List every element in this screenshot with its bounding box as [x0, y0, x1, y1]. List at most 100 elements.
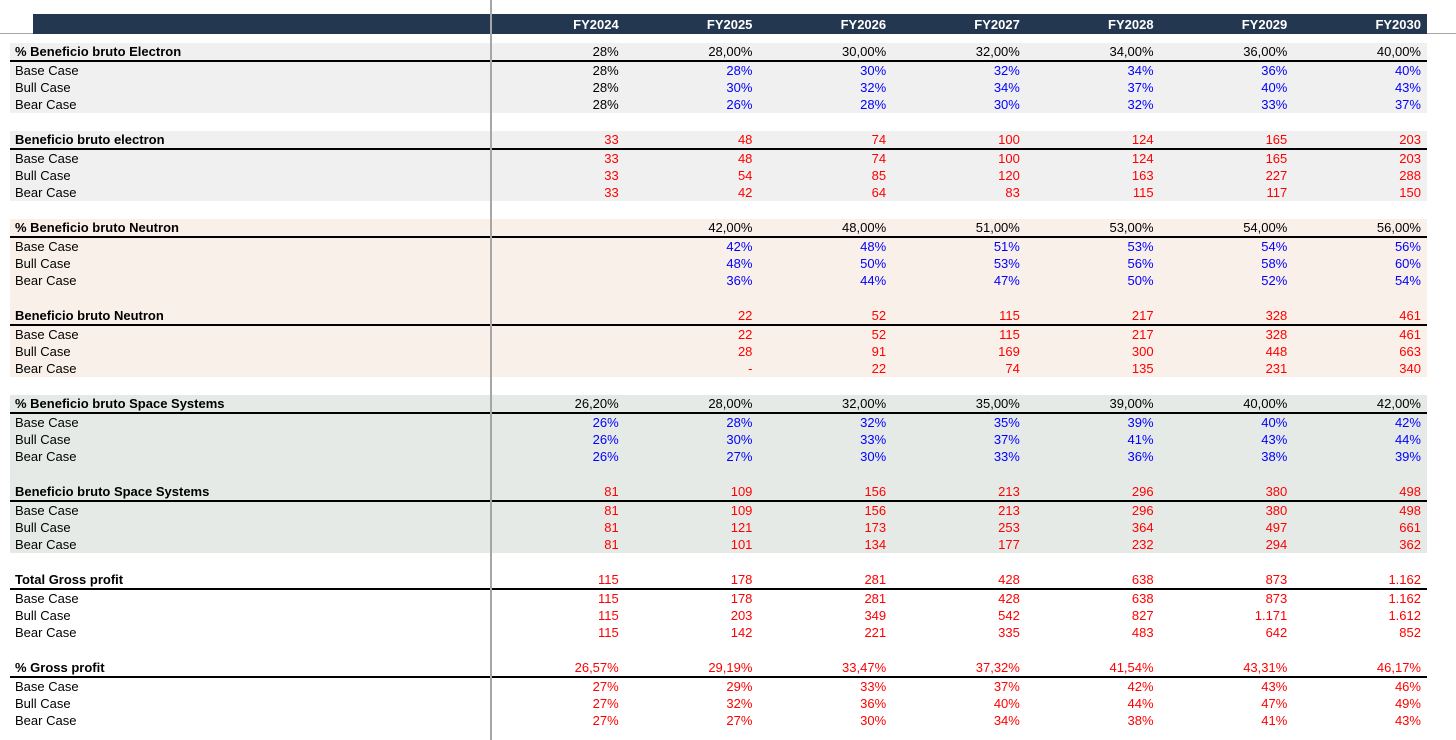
- value-cell[interactable]: 364: [1131, 520, 1154, 535]
- value-cell[interactable]: 30,00%: [842, 44, 887, 59]
- value-cell[interactable]: 40%: [993, 696, 1020, 711]
- value-cell[interactable]: 39,00%: [1109, 396, 1154, 411]
- value-cell[interactable]: 52: [871, 308, 887, 323]
- value-cell[interactable]: 34,00%: [1109, 44, 1154, 59]
- value-cell[interactable]: 81: [604, 503, 619, 518]
- value-cell[interactable]: 117: [1266, 185, 1288, 200]
- value-cell[interactable]: 35,00%: [975, 396, 1020, 411]
- value-cell[interactable]: 1.612: [1388, 608, 1421, 623]
- value-cell[interactable]: 42: [737, 185, 753, 200]
- case-label[interactable]: Bear Case: [15, 185, 77, 200]
- value-cell[interactable]: 85: [871, 168, 887, 183]
- value-cell[interactable]: 231: [1265, 361, 1288, 376]
- value-cell[interactable]: 44%: [1394, 432, 1421, 447]
- value-cell[interactable]: 203: [1399, 151, 1421, 166]
- case-label[interactable]: Bear Case: [15, 713, 77, 728]
- value-cell[interactable]: 115: [999, 327, 1020, 342]
- value-cell[interactable]: 43,31%: [1243, 660, 1288, 675]
- value-cell[interactable]: 36%: [860, 696, 887, 711]
- value-cell[interactable]: 221: [864, 625, 887, 640]
- value-cell[interactable]: 253: [998, 520, 1020, 535]
- value-cell[interactable]: 28%: [592, 97, 619, 112]
- value-cell[interactable]: 852: [1399, 625, 1421, 640]
- value-cell[interactable]: 49%: [1394, 696, 1421, 711]
- value-cell[interactable]: 81: [604, 520, 619, 535]
- case-label[interactable]: Base Case: [15, 591, 79, 606]
- value-cell[interactable]: 41,54%: [1109, 660, 1154, 675]
- value-cell[interactable]: 32%: [860, 80, 887, 95]
- value-cell[interactable]: 37%: [1127, 80, 1154, 95]
- value-cell[interactable]: 51,00%: [975, 220, 1020, 235]
- value-cell[interactable]: 380: [1265, 503, 1288, 518]
- value-cell[interactable]: 448: [1265, 344, 1288, 359]
- value-cell[interactable]: 41%: [1127, 432, 1154, 447]
- value-cell[interactable]: 42%: [726, 239, 753, 254]
- value-cell[interactable]: 109: [730, 503, 753, 518]
- case-label[interactable]: Base Case: [15, 327, 79, 342]
- value-cell[interactable]: 43%: [1394, 80, 1421, 95]
- value-cell[interactable]: 32%: [993, 63, 1020, 78]
- value-cell[interactable]: 41%: [1261, 713, 1288, 728]
- value-cell[interactable]: 638: [1131, 572, 1154, 587]
- column-header-fy2028[interactable]: FY2028: [1108, 16, 1154, 32]
- value-cell[interactable]: 28%: [726, 415, 753, 430]
- value-cell[interactable]: 827: [1131, 608, 1154, 623]
- value-cell[interactable]: 296: [1131, 503, 1154, 518]
- value-cell[interactable]: 663: [1399, 344, 1421, 359]
- value-cell[interactable]: 178: [730, 572, 753, 587]
- value-cell[interactable]: 37%: [1394, 97, 1421, 112]
- value-cell[interactable]: 48%: [860, 239, 887, 254]
- value-cell[interactable]: 42%: [1127, 679, 1154, 694]
- column-header-fy2026[interactable]: FY2026: [840, 16, 887, 32]
- value-cell[interactable]: 27%: [592, 679, 619, 694]
- value-cell[interactable]: 32%: [860, 415, 887, 430]
- value-cell[interactable]: 100: [998, 151, 1020, 166]
- column-header-fy2024[interactable]: FY2024: [573, 16, 619, 32]
- value-cell[interactable]: 165: [1265, 151, 1288, 166]
- value-cell[interactable]: 54%: [1261, 239, 1288, 254]
- section-title[interactable]: Total Gross profit: [15, 572, 124, 587]
- value-cell[interactable]: 26%: [726, 97, 753, 112]
- value-cell[interactable]: 109: [730, 484, 753, 499]
- section-title[interactable]: Beneficio bruto electron: [15, 132, 165, 147]
- value-cell[interactable]: 124: [1131, 132, 1154, 147]
- value-cell[interactable]: 54,00%: [1243, 220, 1288, 235]
- value-cell[interactable]: 115: [597, 625, 619, 640]
- value-cell[interactable]: 53,00%: [1109, 220, 1154, 235]
- value-cell[interactable]: 22: [871, 361, 887, 376]
- value-cell[interactable]: 115: [597, 572, 619, 587]
- value-cell[interactable]: 37%: [993, 679, 1020, 694]
- section-title[interactable]: % Beneficio bruto Electron: [15, 44, 182, 59]
- value-cell[interactable]: 30%: [860, 63, 887, 78]
- value-cell[interactable]: 150: [1399, 185, 1421, 200]
- value-cell[interactable]: 33: [604, 151, 619, 166]
- value-cell[interactable]: 29%: [726, 679, 753, 694]
- value-cell[interactable]: 498: [1399, 503, 1421, 518]
- value-cell[interactable]: 461: [1399, 327, 1421, 342]
- value-cell[interactable]: 142: [730, 625, 753, 640]
- case-label[interactable]: Bull Case: [15, 344, 71, 359]
- value-cell[interactable]: 134: [864, 537, 887, 552]
- value-cell[interactable]: 39%: [1394, 449, 1421, 464]
- value-cell[interactable]: 48: [737, 151, 753, 166]
- value-cell[interactable]: 33: [604, 185, 619, 200]
- value-cell[interactable]: 53%: [1127, 239, 1154, 254]
- case-label[interactable]: Bull Case: [15, 696, 71, 711]
- value-cell[interactable]: 39%: [1127, 415, 1154, 430]
- value-cell[interactable]: 217: [1131, 308, 1154, 323]
- case-label[interactable]: Bear Case: [15, 273, 77, 288]
- value-cell[interactable]: 22: [737, 308, 753, 323]
- value-cell[interactable]: 115: [597, 608, 619, 623]
- value-cell[interactable]: 56%: [1394, 239, 1421, 254]
- value-cell[interactable]: 428: [998, 572, 1020, 587]
- value-cell[interactable]: 213: [998, 484, 1020, 499]
- value-cell[interactable]: 121: [730, 520, 753, 535]
- value-cell[interactable]: 40,00%: [1243, 396, 1288, 411]
- value-cell[interactable]: 217: [1131, 327, 1154, 342]
- value-cell[interactable]: 120: [998, 168, 1020, 183]
- value-cell[interactable]: 34%: [1127, 63, 1154, 78]
- value-cell[interactable]: 36%: [1127, 449, 1154, 464]
- value-cell[interactable]: 33%: [860, 679, 887, 694]
- value-cell[interactable]: 36%: [726, 273, 753, 288]
- value-cell[interactable]: 497: [1265, 520, 1288, 535]
